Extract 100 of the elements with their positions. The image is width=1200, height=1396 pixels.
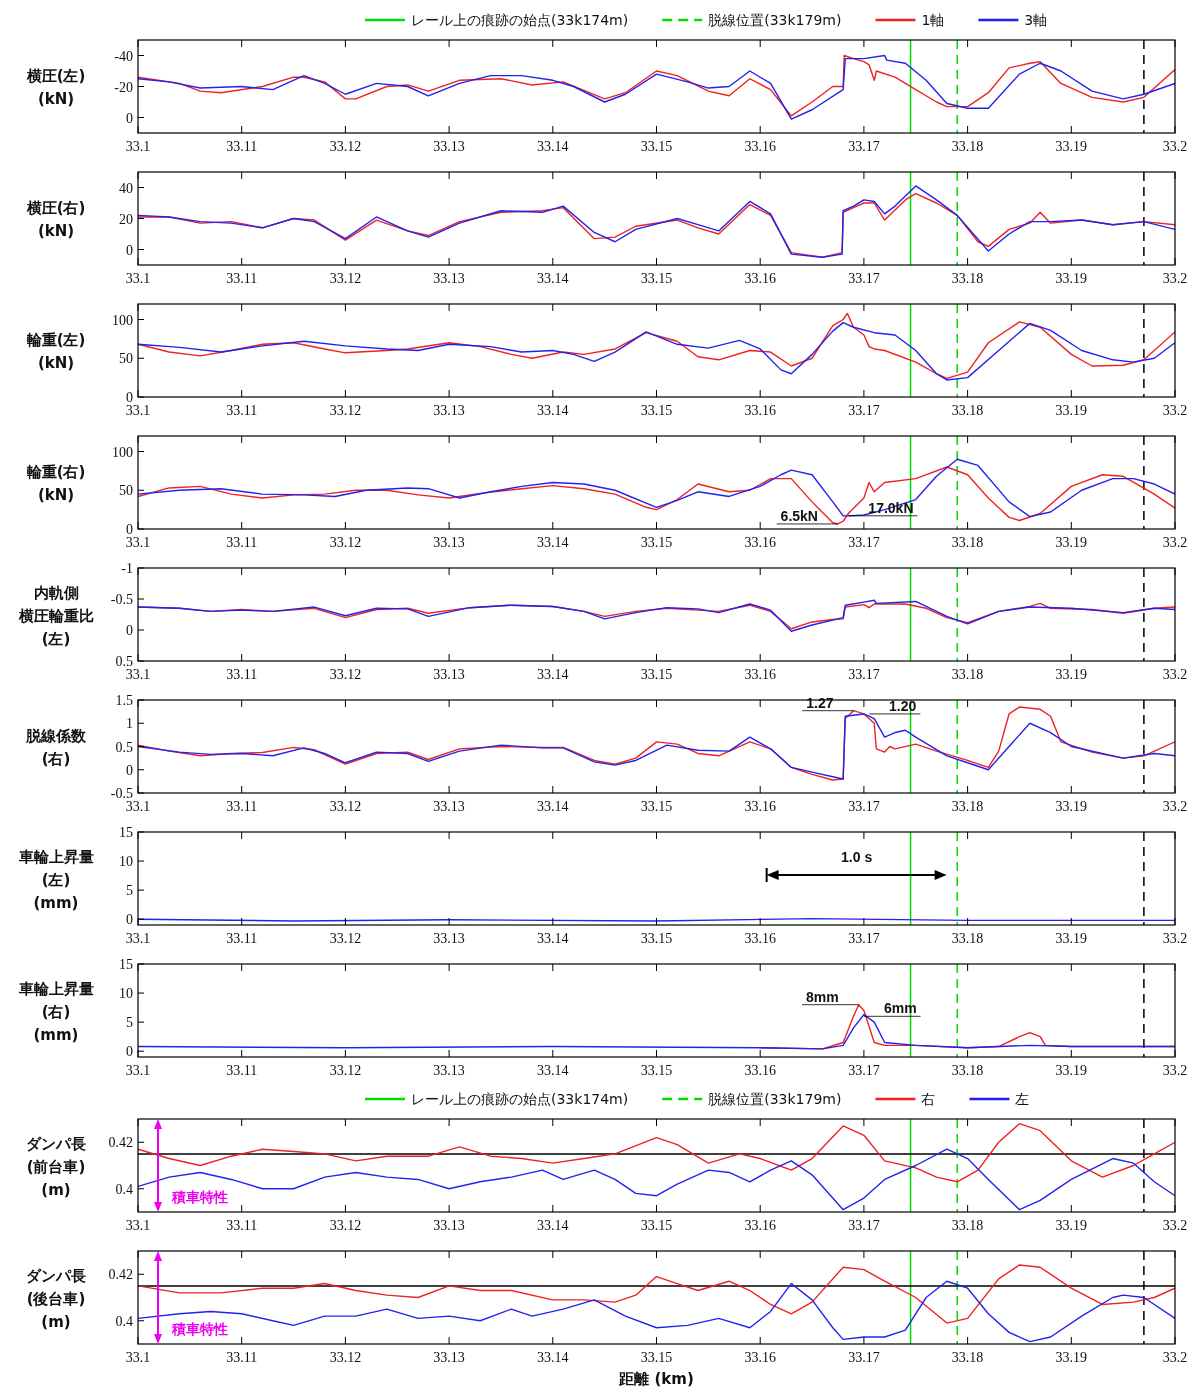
y-tick-label: 0.42 [108, 1135, 133, 1151]
x-tick-label: 33.14 [537, 1218, 569, 1233]
y-tick-label: 20 [119, 211, 133, 227]
x-tick-label: 33.13 [433, 667, 465, 682]
legend-label: 脱線位置(33k179m) [708, 12, 842, 28]
x-tick-label: 33.15 [640, 139, 673, 154]
x-tick-label: 33.15 [640, 271, 673, 286]
y-tick-label: 1 [126, 716, 133, 732]
x-tick-label: 33.17 [848, 271, 880, 286]
x-tick-label: 33.12 [329, 1063, 362, 1078]
y-tick-label: 0 [126, 242, 133, 258]
y-tick-label: 0.4 [115, 1181, 133, 1197]
legend-label: 1軸 [921, 12, 945, 28]
x-tick-label: 33.13 [433, 535, 465, 550]
x-tick-label: 33.14 [537, 271, 569, 286]
y-axis-title: ダンパ長 (後台車) (m) [26, 1266, 86, 1331]
x-tick-label: 33.19 [1055, 271, 1088, 286]
x-tick-label: 33.19 [1055, 1350, 1088, 1365]
x-tick-label: 33.19 [1055, 1218, 1088, 1233]
x-tick-label: 33.1 [125, 535, 151, 550]
y-tick-label: 0.5 [115, 654, 133, 669]
legend-label: 脱線位置(33k179m) [708, 1091, 842, 1107]
x-tick-label: 33.13 [433, 139, 465, 154]
x-tick-label: 33.16 [744, 139, 776, 154]
x-tick-label: 33.19 [1055, 403, 1088, 418]
y-axis-title: 車輪上昇量 (右) (mm) [17, 979, 94, 1044]
legend-label: レール上の痕跡の始点(33k174m) [411, 1091, 629, 1107]
y-tick-label: -40 [114, 48, 133, 64]
x-tick-label: 33.16 [744, 1218, 776, 1233]
x-tick-label: 33.1 [125, 1063, 151, 1078]
y-tick-label: -20 [114, 79, 133, 95]
x-tick-label: 33.12 [329, 1218, 362, 1233]
x-tick-label: 33.16 [744, 403, 776, 418]
x-tick-label: 33.15 [640, 799, 673, 814]
x-tick-label: 33.18 [951, 403, 984, 418]
x-tick-label: 33.14 [537, 667, 569, 682]
x-tick-label: 33.18 [951, 535, 984, 550]
y-tick-label: 0.4 [115, 1313, 133, 1329]
y-tick-label: 5 [126, 883, 133, 899]
x-tick-label: 33.15 [640, 1063, 673, 1078]
y-tick-label: 0 [126, 1044, 133, 1060]
y-tick-label: -1 [121, 561, 133, 576]
x-tick-label: 33.12 [329, 139, 362, 154]
y-tick-label: -0.5 [110, 592, 133, 607]
x-tick-label: 33.11 [226, 1063, 258, 1078]
x-tick-label: 33.2 [1162, 667, 1188, 682]
x-tick-label: 33.17 [848, 535, 880, 550]
x-tick-label: 33.18 [951, 1350, 984, 1365]
x-tick-label: 33.11 [226, 1350, 258, 1365]
x-tick-label: 33.13 [433, 1350, 465, 1365]
x-tick-label: 33.18 [951, 799, 984, 814]
x-tick-label: 33.16 [744, 1350, 776, 1365]
x-tick-label: 33.18 [951, 139, 984, 154]
legend-label: 右 [921, 1091, 936, 1107]
legend-label: 左 [1015, 1091, 1030, 1107]
x-tick-label: 33.13 [433, 1218, 465, 1233]
x-tick-label: 33.13 [433, 403, 465, 418]
x-tick-label: 33.12 [329, 271, 362, 286]
x-tick-label: 33.15 [640, 1218, 673, 1233]
y-tick-label: 0 [126, 522, 133, 537]
y-tick-label: 0.5 [115, 739, 133, 755]
y-tick-label: 40 [119, 180, 133, 196]
y-tick-label: 50 [119, 483, 133, 499]
annotation: 1.0 s [841, 849, 873, 865]
x-tick-label: 33.18 [951, 667, 984, 682]
x-tick-label: 33.11 [226, 271, 258, 286]
x-tick-label: 33.17 [848, 139, 880, 154]
y-axis-title: 横圧(右) (kN) [25, 198, 86, 240]
x-tick-label: 33.1 [125, 1218, 151, 1233]
y-tick-label: 15 [119, 825, 133, 840]
x-tick-label: 33.17 [848, 1350, 880, 1365]
x-tick-label: 33.1 [125, 271, 151, 286]
x-tick-label: 33.17 [848, 1218, 880, 1233]
x-tick-label: 33.11 [226, 931, 258, 946]
x-tick-label: 33.12 [329, 535, 362, 550]
x-tick-label: 33.2 [1162, 535, 1188, 550]
x-tick-label: 33.17 [848, 403, 880, 418]
x-tick-label: 33.19 [1055, 799, 1088, 814]
y-axis-title: ダンパ長 (前台車) (m) [26, 1134, 86, 1199]
y-axis-title: 車輪上昇量 (左) (mm) [17, 847, 94, 912]
x-tick-label: 33.17 [848, 799, 880, 814]
legend-label: レール上の痕跡の始点(33k174m) [411, 12, 629, 28]
y-tick-label: 100 [112, 444, 133, 460]
x-tick-label: 33.16 [744, 667, 776, 682]
x-tick-label: 33.14 [537, 403, 569, 418]
x-tick-label: 33.2 [1162, 1218, 1188, 1233]
y-tick-label: 0.42 [108, 1267, 133, 1283]
annotation: 積車特性 [171, 1189, 228, 1205]
x-tick-label: 33.12 [329, 667, 362, 682]
x-tick-label: 33.14 [537, 799, 569, 814]
x-tick-label: 33.14 [537, 1350, 569, 1365]
x-tick-label: 33.13 [433, 931, 465, 946]
x-tick-label: 33.11 [226, 535, 258, 550]
y-tick-label: 0 [126, 390, 133, 405]
x-tick-label: 33.13 [433, 1063, 465, 1078]
x-tick-label: 33.1 [125, 1350, 151, 1365]
x-tick-label: 33.2 [1162, 1350, 1188, 1365]
x-tick-label: 33.19 [1055, 667, 1088, 682]
x-tick-label: 33.16 [744, 931, 776, 946]
legend-label: 3軸 [1024, 12, 1048, 28]
